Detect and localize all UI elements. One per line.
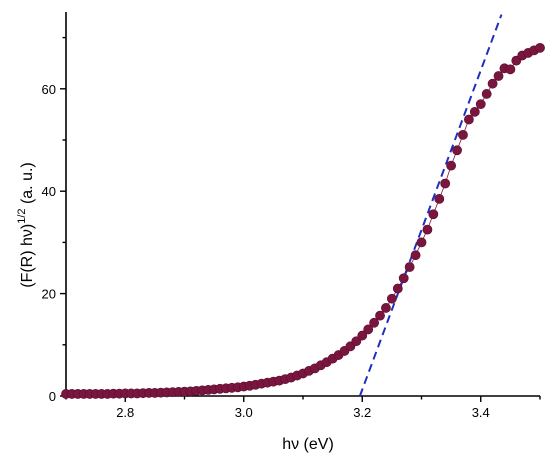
data-point <box>369 317 379 328</box>
data-point <box>434 193 445 204</box>
linear-fit-line <box>358 14 503 397</box>
y-ticks: 0 20 40 60 <box>42 36 66 404</box>
data-point <box>404 262 415 272</box>
x-ticks: 2.8 3.0 3.2 3.4 <box>65 396 541 420</box>
data-point <box>440 178 451 189</box>
y-tick-label: 0 <box>49 389 56 404</box>
axes <box>65 12 540 397</box>
x-tick-label: 2.8 <box>116 405 134 420</box>
y-tick-label: 20 <box>42 287 56 302</box>
y-axis-title-main: (F(R) hν) <box>19 224 36 288</box>
data-point <box>458 129 468 140</box>
y-axis-title-sup: 1/2 <box>16 208 28 223</box>
data-point <box>463 114 474 125</box>
data-point <box>428 209 439 220</box>
data-point <box>351 336 362 347</box>
x-tick-label: 3.4 <box>472 405 490 420</box>
x-axis-title: hν (eV) <box>282 436 334 453</box>
data-point <box>469 106 480 117</box>
data-point <box>363 324 374 335</box>
data-point <box>493 71 504 81</box>
y-axis-title: (F(R) hν)1/2 (a. u.) <box>16 162 36 288</box>
data-point <box>386 293 397 304</box>
y-axis-title-unit: (a. u.) <box>19 162 36 208</box>
data-point <box>535 42 545 53</box>
x-tick-label: 3.0 <box>235 405 253 420</box>
data-point <box>410 250 421 261</box>
data-point <box>481 89 492 99</box>
fit-line-group <box>66 14 541 397</box>
data-point <box>487 78 498 89</box>
data-point <box>375 310 385 321</box>
data-point <box>446 160 457 171</box>
data-points <box>61 42 545 399</box>
data-point <box>475 99 486 110</box>
data-point <box>416 237 427 248</box>
x-tick-label: 3.2 <box>353 405 371 420</box>
data-point <box>452 145 462 156</box>
data-point <box>422 224 433 235</box>
y-tick-label: 40 <box>42 184 56 199</box>
data-point <box>505 64 516 75</box>
data-point <box>357 330 368 341</box>
y-tick-label: 60 <box>42 82 56 97</box>
data-point <box>392 283 403 294</box>
data-point <box>398 273 409 284</box>
data-point <box>381 303 391 313</box>
